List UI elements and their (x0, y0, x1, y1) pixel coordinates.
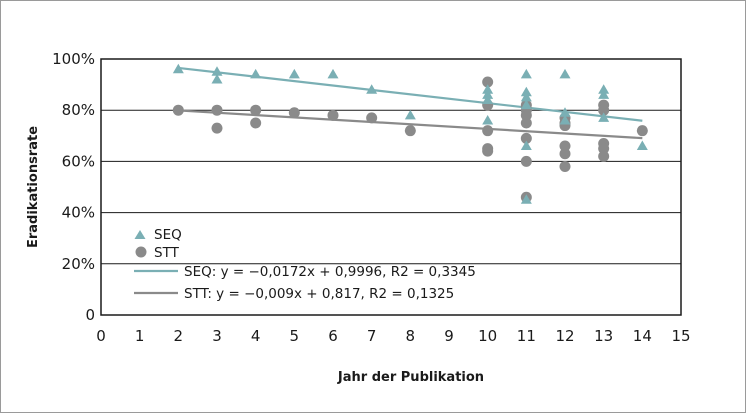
seq-point (250, 68, 262, 79)
seq-point (327, 68, 339, 79)
x-tick-label: 5 (290, 327, 300, 345)
seq-point (482, 94, 494, 104)
stt-point (366, 112, 378, 124)
stt-point (482, 76, 494, 88)
stt-point (211, 104, 223, 116)
legend: SEQ STT SEQ: y = −0,0172x + 0,9996, R2 =… (134, 227, 476, 302)
seq-point (482, 89, 494, 99)
seq-point (211, 73, 223, 84)
seq-point (559, 114, 571, 125)
x-tick-label: 6 (328, 327, 338, 345)
legend-seq-trend-label: SEQ: y = −0,0172x + 0,9996, R2 = 0,3345 (184, 264, 476, 280)
x-tick-label: 2 (174, 327, 184, 345)
stt-point (520, 109, 532, 121)
x-tick-label: 10 (478, 327, 497, 345)
stt-point (598, 150, 610, 162)
legend-seq-marker (134, 230, 146, 239)
x-axis-title: Jahr der Publikation (337, 370, 484, 385)
stt-point (211, 122, 223, 134)
x-tick-label: 3 (212, 327, 222, 345)
data-points (172, 63, 648, 204)
seq-point (636, 140, 648, 151)
seq-point (559, 68, 571, 79)
stt-point (288, 107, 300, 119)
y-tick-label: 60% (62, 152, 95, 170)
y-tick-label: 100% (52, 50, 95, 68)
x-tick-label: 8 (406, 327, 416, 345)
y-tick-label: 20% (62, 255, 95, 273)
seq-point (520, 99, 532, 110)
y-tick-label: 80% (62, 101, 95, 119)
y-tick-label: 0 (85, 306, 95, 324)
plot-area-border (100, 58, 682, 316)
x-tick-label: 11 (517, 327, 536, 345)
seq-point (598, 84, 610, 94)
stt-point (250, 117, 262, 129)
stt-point (520, 132, 532, 144)
stt-point (520, 155, 532, 167)
x-tick-label: 12 (555, 327, 574, 345)
seq-point (211, 66, 223, 76)
seq-point (520, 91, 532, 102)
x-tick-label: 7 (367, 327, 377, 345)
seq-point (172, 63, 184, 74)
seq-point (520, 68, 532, 79)
stt-point (520, 117, 532, 129)
seq-point (482, 84, 494, 94)
x-tick-label: 13 (594, 327, 613, 345)
stt-point (636, 125, 648, 137)
y-axis-title: Eradikationsrate (26, 126, 41, 248)
seq-point (598, 112, 610, 122)
stt-point (327, 109, 339, 121)
stt-point (598, 143, 610, 155)
y-tick-label: 40% (62, 204, 95, 222)
seq-point (366, 84, 378, 94)
stt-point (482, 145, 494, 157)
seq-point (288, 68, 300, 79)
seq-point (520, 194, 532, 204)
legend-seq-label: SEQ (154, 227, 182, 243)
seq-point (598, 89, 610, 99)
stt-point (482, 125, 494, 137)
legend-stt-trend-label: STT: y = −0,009x + 0,817, R2 = 0,1325 (184, 286, 454, 302)
x-tick-label: 9 (444, 327, 454, 345)
stt-point (404, 125, 416, 137)
legend-stt-marker (135, 246, 147, 258)
x-tick-label: 14 (633, 327, 652, 345)
x-tick-label: 15 (671, 327, 690, 345)
x-tick-label: 1 (135, 327, 145, 345)
seq-point (520, 140, 532, 151)
stt-point (559, 140, 571, 152)
gridlines (101, 109, 681, 265)
stt-point (250, 104, 262, 116)
seq-point (520, 86, 532, 97)
seq-point (559, 107, 571, 117)
seq-point (404, 109, 416, 120)
stt-point (172, 104, 184, 116)
tick-labels: 020%40%60%80%100%0 1 2 3 4 5 6 7 8 9 10 11 12 13 14 15 (52, 50, 690, 345)
legend-stt-label: STT (154, 245, 180, 261)
x-tick-label: 0 (96, 327, 106, 345)
stt-point (559, 148, 571, 160)
x-tick-label: 4 (251, 327, 261, 345)
stt-point (598, 104, 610, 116)
stt-point (559, 161, 571, 173)
seq-point (482, 114, 494, 125)
